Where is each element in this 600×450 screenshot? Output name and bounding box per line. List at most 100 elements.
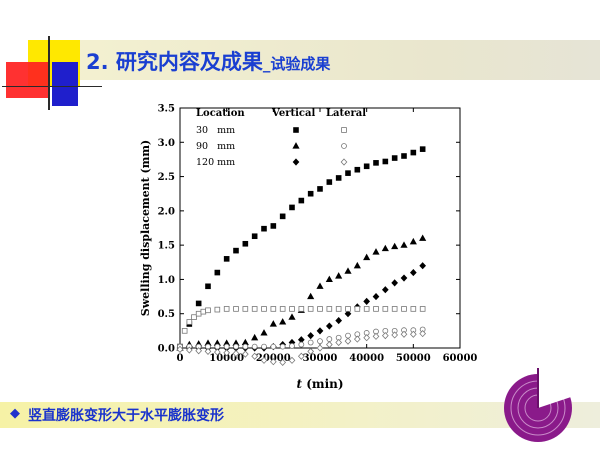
data-point-series-1 [307, 292, 315, 300]
data-point-series-0 [326, 179, 333, 185]
y-tick-label: 2.5 [158, 172, 175, 183]
data-point-series-2 [325, 322, 333, 330]
data-point-series-1 [279, 318, 287, 325]
data-point-series-0 [335, 175, 342, 181]
data-point-series-0 [233, 247, 239, 254]
data-point-series-1 [269, 320, 277, 327]
data-point-series-1 [288, 313, 296, 320]
data-point-series-3 [307, 306, 314, 312]
data-point-series-5 [260, 356, 268, 364]
data-point-series-3 [191, 314, 197, 320]
data-point-series-2 [335, 316, 343, 325]
data-point-series-3 [373, 306, 379, 312]
slide-title: 2. 研究内容及成果_试验成果 [86, 46, 330, 76]
data-point-series-5 [344, 337, 352, 345]
data-point-series-0 [410, 149, 417, 156]
data-point-series-4 [233, 343, 239, 350]
data-point-series-3 [233, 306, 239, 312]
legend-symbol-series-2 [292, 158, 300, 166]
data-point-series-3 [261, 306, 267, 312]
decor-vertical-line [48, 36, 50, 110]
data-point-series-3 [289, 306, 295, 312]
data-point-series-4 [289, 343, 295, 349]
y-tick-label: 3.0 [158, 138, 175, 149]
data-point-series-0 [298, 197, 305, 204]
data-point-series-5 [204, 347, 212, 356]
data-point-series-5 [409, 330, 417, 338]
data-point-series-0 [391, 155, 398, 161]
x-tick-label: 10000 [209, 353, 244, 364]
data-point-series-5 [251, 352, 259, 360]
data-point-series-4 [317, 338, 323, 345]
data-point-series-0 [205, 283, 211, 290]
legend-row-90mm: 90 mm [196, 141, 235, 152]
legend-symbol-series-4 [341, 143, 347, 149]
data-point-series-5 [391, 331, 399, 339]
data-point-series-0 [419, 146, 426, 152]
data-point-series-3 [326, 306, 333, 312]
decor-red-square [6, 62, 50, 98]
data-point-series-5 [325, 340, 333, 349]
data-point-series-5 [353, 335, 361, 343]
data-point-series-1 [381, 244, 389, 252]
data-point-series-0 [401, 153, 407, 159]
data-point-series-3 [223, 306, 230, 312]
data-point-series-3 [195, 310, 202, 317]
data-point-series-3 [391, 306, 398, 312]
chart-legend: Location Vertical Lateral 30 mm 90 mm 12… [196, 108, 366, 168]
data-point-series-2 [419, 262, 427, 270]
data-point-series-5 [195, 347, 203, 355]
data-point-series-5 [307, 347, 315, 356]
data-point-series-0 [223, 256, 230, 262]
data-point-series-0 [251, 233, 258, 240]
slide-title-main: 2. 研究内容及成果 [86, 50, 263, 74]
title-bar [58, 40, 600, 80]
x-axis-label-unit: (min) [302, 377, 344, 391]
data-point-series-1 [363, 253, 371, 261]
data-point-series-2 [316, 327, 324, 335]
data-point-series-5 [400, 330, 408, 338]
data-point-series-4 [214, 343, 221, 350]
data-point-series-5 [381, 332, 389, 340]
legend-symbol-series-0 [293, 127, 299, 133]
chart-axes: 01000020000300004000050000600000.00.51.0… [158, 104, 478, 365]
decor-horizontal-line [2, 86, 102, 87]
data-point-series-5 [335, 338, 343, 347]
x-tick-label: 50000 [396, 353, 431, 364]
x-tick-label: 0 [177, 353, 184, 364]
data-point-series-2 [409, 268, 417, 277]
data-point-series-4 [279, 343, 286, 350]
data-point-series-3 [335, 306, 342, 312]
y-tick-label: 0.5 [158, 309, 175, 320]
y-axis-label: Swelling displacement (mm) [139, 140, 152, 316]
data-point-series-4 [298, 341, 305, 348]
data-point-series-0 [195, 300, 202, 307]
data-point-series-3 [279, 306, 286, 312]
x-axis-label-var: t [296, 377, 302, 391]
data-point-series-5 [372, 332, 380, 340]
data-point-series-3 [205, 307, 211, 314]
data-point-series-3 [410, 306, 417, 312]
legend-symbol-series-3 [341, 127, 347, 133]
data-point-series-3 [181, 328, 188, 334]
x-axis-label: t (min) [296, 377, 343, 391]
data-point-series-5 [241, 350, 249, 358]
data-point-series-5 [297, 352, 305, 360]
data-point-series-5 [363, 334, 371, 342]
data-point-series-1 [409, 237, 417, 245]
data-point-series-1 [353, 261, 361, 269]
data-point-series-2 [307, 332, 315, 340]
legend-row-30mm: 30 mm [196, 125, 235, 136]
data-point-series-1 [335, 272, 343, 279]
data-point-series-5 [316, 344, 324, 352]
data-point-series-5 [279, 358, 287, 366]
data-point-series-2 [344, 310, 352, 318]
data-point-series-0 [317, 186, 323, 192]
data-point-series-3 [382, 306, 389, 312]
legend-header-lateral: Lateral [326, 108, 366, 119]
data-point-series-1 [260, 329, 268, 336]
bottom-bar [0, 402, 600, 428]
diamond-bullet-icon: ◆ [10, 406, 20, 421]
chart-marks [176, 146, 427, 366]
